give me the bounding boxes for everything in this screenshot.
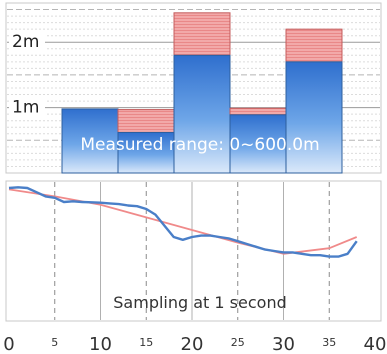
bar-red-segment (173, 12, 231, 56)
x-tick-label: 40 (364, 334, 387, 354)
measured-range-label: Measured range: 0~600.0m (80, 135, 319, 155)
sampling-label: Sampling at 1 second (113, 293, 286, 312)
y-tick-label-bg (9, 95, 45, 116)
x-tick-label-minor: 25 (231, 336, 245, 349)
y-tick-label: 1m (12, 98, 39, 118)
y-tick-label-bg (9, 30, 45, 51)
bar-red-segment (229, 107, 287, 116)
bar-blue-segment (229, 114, 287, 174)
y-tick-label: 2m (12, 32, 39, 52)
bar-red-segment (117, 109, 175, 133)
x-axis: 0 10 20 30 40 5 15 25 35 (3, 334, 386, 354)
series-line-blue (8, 186, 358, 258)
top-bars (61, 12, 343, 174)
line-chart: Sampling at 1 second 0 10 20 30 40 5 15 25 35 (3, 180, 386, 354)
x-tick-label: 30 (272, 334, 295, 354)
x-tick-label: 20 (181, 334, 204, 354)
x-tick-label-minor: 15 (139, 336, 153, 349)
top-y-axis: 1m 2m (9, 30, 45, 118)
bottom-series (8, 186, 358, 258)
x-tick-label: 10 (89, 334, 112, 354)
x-tick-label-minor: 5 (51, 336, 58, 349)
bar-blue-segment (61, 108, 119, 174)
series-line-red (8, 188, 358, 255)
stacked-bar-chart: 1m 2m Measured range: 0~600.0m (5, 2, 382, 174)
bottom-plot-area (5, 180, 382, 322)
bar-blue-segment (285, 61, 343, 174)
bar-red-segment (285, 28, 343, 63)
bar-blue-segment (173, 54, 231, 174)
x-tick-label-minor: 35 (322, 336, 336, 349)
x-tick-label: 0 (3, 334, 14, 354)
